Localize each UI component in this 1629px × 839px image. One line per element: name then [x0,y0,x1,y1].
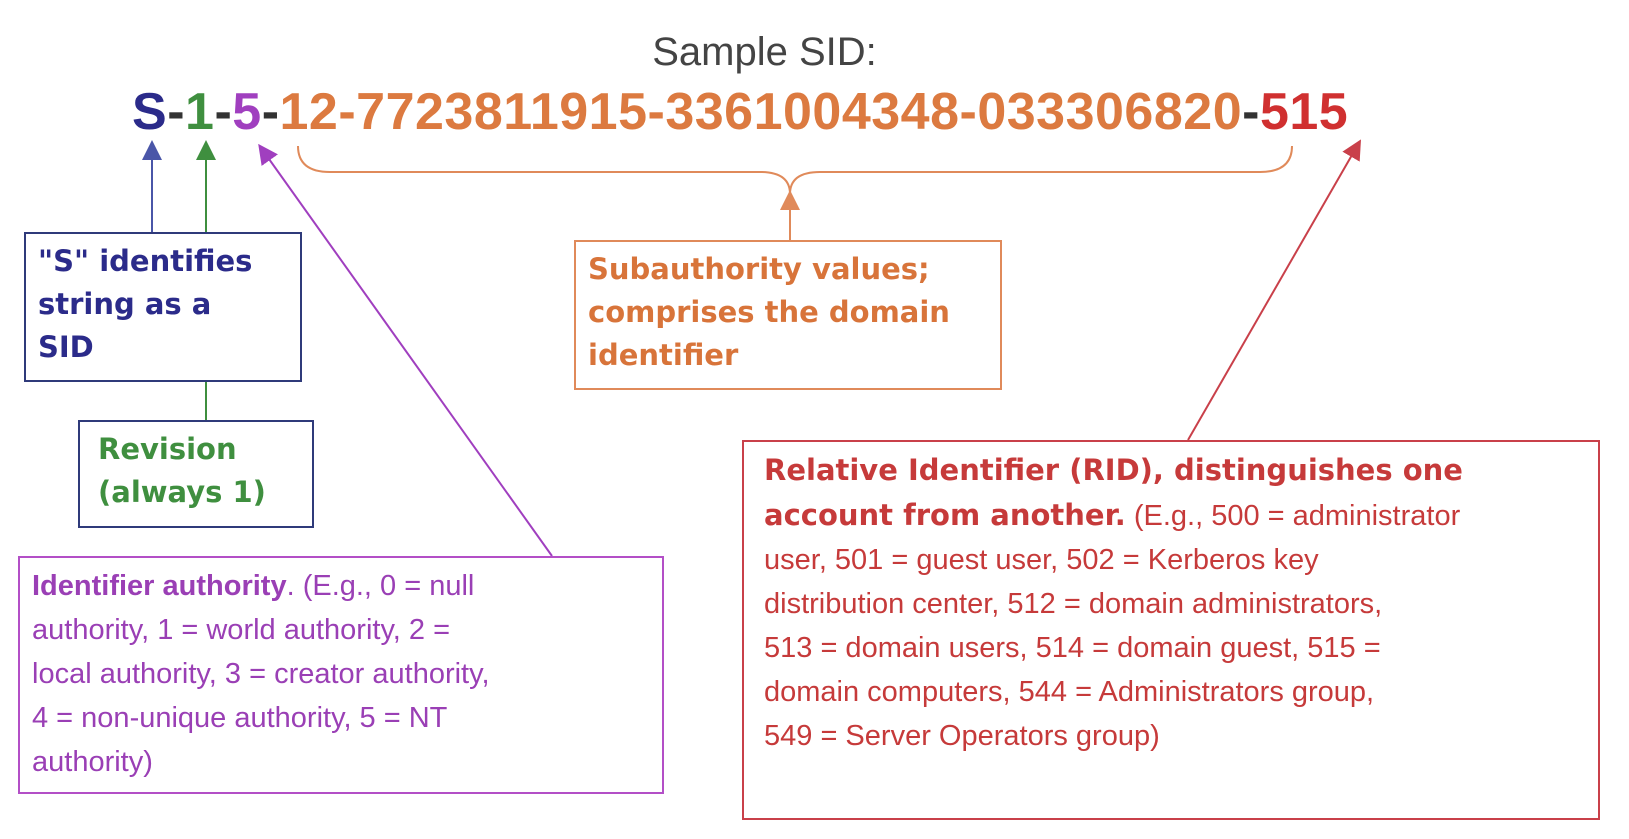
s-identifier-box: "S" identifies string as a SID [24,232,302,382]
sid-part-subauthority: 12-7723811915-3361004348-033306820 [279,83,1243,141]
rid-heading-cont: account from another. [764,498,1126,532]
revision-line: Revision [98,432,237,466]
diagram-caption: Sample SID: [652,30,877,74]
identifier-authority-line: authority, 1 = world authority, 2 = [32,614,451,646]
rid-heading: Relative Identifier (RID), distinguishes… [764,453,1463,487]
rid-line: account from another. (E.g., 500 = admin… [764,493,1582,538]
s-identifier-line: "S" identifies [38,244,253,278]
rid-line: user, 501 = guest user, 502 = Kerberos k… [764,544,1319,576]
sid-separator: - [214,83,233,141]
sample-sid: S-1-5-12-7723811915-3361004348-033306820… [132,82,1348,142]
identifier-authority-line: Identifier authority. (E.g., 0 = null [32,564,650,608]
rid-arrow [1187,139,1361,441]
rid-line: 513 = domain users, 514 = domain guest, … [764,632,1381,664]
sid-part-rid: 515 [1259,83,1349,141]
subauthority-box: Subauthority values; comprises the domai… [574,240,1002,390]
identifier-authority-line: local authority, 3 = creator authority, [32,658,490,690]
rid-line: Relative Identifier (RID), distinguishes… [764,448,1582,493]
sid-separator: - [1242,83,1260,141]
rid-line: 549 = Server Operators group) [764,720,1160,752]
subauthority-brace [297,145,1293,195]
identifier-authority-heading: Identifier authority [32,570,287,602]
revision-box: Revision (always 1) [78,420,314,528]
s-identifier-line: SID [38,330,94,364]
rid-box: Relative Identifier (RID), distinguishes… [742,440,1600,820]
identifier-authority-text: . (E.g., 0 = null [286,570,475,602]
identifier-authority-line: authority) [32,746,153,778]
revision-line: (always 1) [98,475,266,509]
subauthority-line: comprises the domain [588,295,950,329]
sid-separator: - [261,83,280,141]
subauthority-line: identifier [588,338,739,372]
sid-part-authority: 5 [232,83,262,141]
rid-text: (E.g., 500 = administrator [1125,500,1461,532]
subauthority-line: Subauthority values; [588,252,930,286]
identifier-authority-box: Identifier authority. (E.g., 0 = null au… [18,556,664,794]
sid-separator: - [167,83,186,141]
identifier-authority-line: 4 = non-unique authority, 5 = NT [32,702,448,734]
s-identifier-line: string as a [38,287,212,321]
rid-line: distribution center, 512 = domain admini… [764,588,1383,620]
sid-part-s: S [132,83,168,141]
sid-part-revision: 1 [185,83,215,141]
rid-line: domain computers, 544 = Administrators g… [764,676,1375,708]
